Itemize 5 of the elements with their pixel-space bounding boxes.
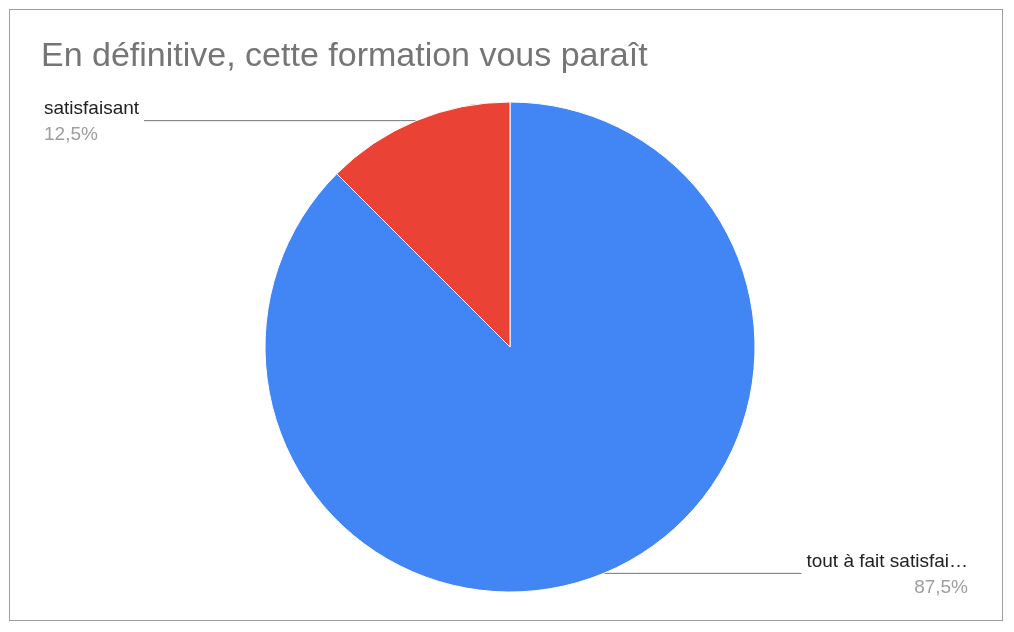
data-label: 12,5% [44, 123, 98, 145]
slice-label: satisfaisant [44, 97, 140, 119]
slice-label: tout à fait satisfai… [806, 549, 968, 571]
data-label: 87,5% [914, 575, 969, 597]
chart-title: En définitive, cette formation vous paraît [41, 35, 649, 73]
